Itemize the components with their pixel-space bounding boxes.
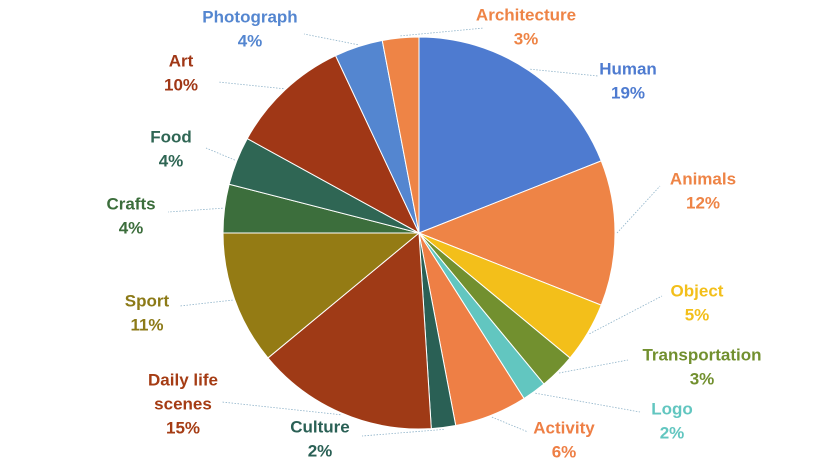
- slice-percent-label: 6%: [552, 442, 577, 461]
- slice-percent-label: 3%: [690, 369, 715, 388]
- slice-name-label: Sport: [125, 291, 170, 310]
- slice-percent-label: 19%: [611, 83, 645, 102]
- pie-slice-architecture: [381, 36, 420, 234]
- slice-name-label: Culture: [290, 417, 350, 436]
- slice-percent-label: 5%: [685, 305, 710, 324]
- slice-name-label: Object: [671, 281, 724, 300]
- leader-line: [179, 299, 233, 307]
- slice-percent-label: 15%: [166, 418, 200, 437]
- leader-line: [530, 68, 599, 77]
- leader-line: [535, 392, 641, 413]
- slice-percent-label: 2%: [308, 441, 333, 460]
- leader-lines: [167, 27, 663, 437]
- leader-line: [303, 33, 358, 46]
- slice-name-label: Activity: [533, 418, 595, 437]
- slice-percent-label: 4%: [119, 218, 144, 237]
- slice-percent-label: 10%: [164, 75, 198, 94]
- slice-percent-label: 11%: [130, 315, 163, 334]
- leader-line: [361, 429, 444, 437]
- leader-line: [616, 185, 661, 234]
- leader-line: [221, 401, 341, 416]
- slice-percent-label: 3%: [514, 29, 539, 48]
- leader-line: [558, 359, 629, 374]
- slice-name-label: Human: [599, 59, 657, 78]
- pie-slice-human: [418, 36, 602, 234]
- leader-line: [491, 416, 529, 433]
- leader-line: [400, 27, 485, 37]
- slice-percent-label: 4%: [238, 31, 263, 50]
- leader-line: [217, 81, 284, 90]
- slice-name-label: Photograph: [202, 7, 297, 26]
- pie-slice-sport: [222, 232, 421, 359]
- pie-slice-art: [246, 54, 421, 235]
- pie-slices: [222, 36, 616, 430]
- slice-percent-label: 4%: [159, 151, 184, 170]
- leader-line: [205, 147, 236, 161]
- pie-slice-animals: [417, 160, 616, 306]
- slice-name-label: Daily life: [148, 370, 218, 389]
- slice-percent-label: 12%: [686, 193, 720, 212]
- slice-name-label: Transportation: [642, 345, 761, 364]
- slice-name-label: Food: [150, 127, 192, 146]
- pie-slice-daily-life-scenes: [267, 231, 432, 430]
- leader-line: [167, 207, 223, 213]
- slice-name-label: Architecture: [476, 5, 576, 24]
- slice-name-label: Art: [169, 51, 194, 70]
- slice-name-label: Animals: [670, 169, 736, 188]
- slice-name-label: Logo: [651, 399, 693, 418]
- slice-name-label: Crafts: [106, 194, 155, 213]
- slice-percent-label: 2%: [660, 423, 685, 442]
- slice-name-label: scenes: [154, 394, 212, 413]
- slice-labels: Human 19% Animals 12% Object 5% Transportation…: [106, 5, 761, 461]
